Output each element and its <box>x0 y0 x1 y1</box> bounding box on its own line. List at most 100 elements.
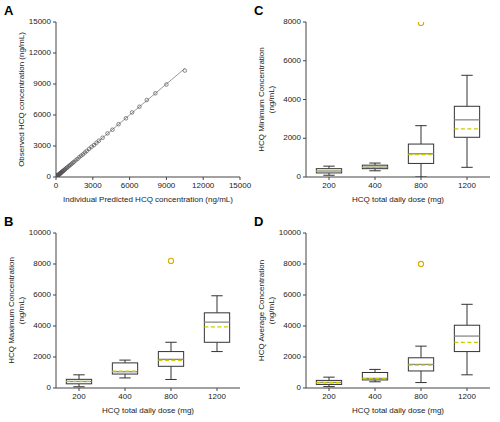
median-line <box>158 359 183 360</box>
box <box>408 358 433 371</box>
x-tick-label: 200 <box>322 181 336 190</box>
y-tick-label: 8000 <box>33 259 51 268</box>
whisker-cap-high <box>415 125 426 126</box>
mean-line <box>408 364 433 365</box>
y-tick-label: 6000 <box>33 110 51 119</box>
median-line <box>454 119 479 120</box>
whisker-cap-low <box>461 374 472 375</box>
median-line <box>454 335 479 336</box>
whisker-high <box>421 126 422 144</box>
whisker-high <box>467 75 468 106</box>
median-line <box>66 381 91 382</box>
x-tick-label: 3000 <box>84 181 102 190</box>
whisker-low <box>171 366 172 379</box>
whisker-cap-high <box>369 369 380 370</box>
y-tick-label: 6000 <box>283 56 301 65</box>
x-tick-label: 1200 <box>208 392 226 401</box>
y-tick-label: 10000 <box>279 228 302 237</box>
scatter-point <box>165 83 169 87</box>
box <box>66 379 91 383</box>
scatter-point <box>183 69 187 73</box>
y-tick-label: 0 <box>47 172 52 181</box>
scatter-point <box>106 132 110 136</box>
x-tick-label: 800 <box>414 392 428 401</box>
x-tick-label: 1200 <box>458 392 476 401</box>
mean-line <box>204 326 229 327</box>
box <box>454 325 479 351</box>
mean-line <box>408 154 433 155</box>
median-line <box>112 371 137 372</box>
box <box>316 380 341 384</box>
y-axis-label: Observed HCQ concentration (ng/mL) <box>17 32 26 167</box>
y-tick-label: 0 <box>297 383 302 392</box>
mean-line <box>362 167 387 168</box>
y-tick-label: 10000 <box>29 228 52 237</box>
whisker-low <box>467 137 468 167</box>
whisker-low <box>421 163 422 177</box>
plot-area <box>316 261 479 386</box>
scatter-point <box>111 128 115 132</box>
median-line <box>408 364 433 365</box>
x-tick-label: 200 <box>322 392 336 401</box>
outlier <box>418 261 423 266</box>
mean-line <box>454 128 479 129</box>
panel-title: C <box>254 3 264 18</box>
x-axis-label: HCQ total daily dose (mg) <box>352 406 444 415</box>
x-tick-label: 400 <box>118 392 132 401</box>
y-tick-label: 4000 <box>283 95 301 104</box>
mean-line <box>454 342 479 343</box>
whisker-cap-high <box>165 342 176 343</box>
y-axis <box>306 22 307 177</box>
scatter-point <box>124 117 128 121</box>
x-tick-label: 0 <box>54 181 59 190</box>
x-tick-label: 6000 <box>121 181 139 190</box>
whisker-low <box>467 352 468 375</box>
mean-line <box>158 360 183 361</box>
x-tick-label: 400 <box>368 181 382 190</box>
panel-title: A <box>4 3 14 18</box>
whisker-cap-low <box>323 175 334 176</box>
mean-line <box>316 382 341 383</box>
box <box>362 373 387 380</box>
x-tick-label: 9000 <box>158 181 176 190</box>
x-tick-label: 200 <box>72 392 86 401</box>
y-axis <box>306 233 307 388</box>
whisker-cap-high <box>415 346 426 347</box>
mean-line <box>316 171 341 172</box>
scatter-point <box>87 147 91 151</box>
x-tick-label: 800 <box>414 181 428 190</box>
box <box>362 165 387 168</box>
whisker-cap-low <box>369 170 380 171</box>
whisker-low <box>421 371 422 383</box>
y-tick-label: 8000 <box>283 259 301 268</box>
median-line <box>408 153 433 154</box>
box <box>158 352 183 367</box>
median-line <box>316 170 341 171</box>
x-axis <box>56 388 240 389</box>
whisker-cap-high <box>461 75 472 76</box>
plot-area <box>316 22 479 177</box>
y-axis-label-line: (ng/mL) <box>267 296 276 324</box>
x-axis <box>306 177 490 178</box>
x-axis <box>56 177 240 178</box>
x-tick-label: 12000 <box>192 181 215 190</box>
y-tick-label: 4000 <box>33 321 51 330</box>
y-axis-label-line: HCQ Average Concentration <box>257 260 266 361</box>
whisker-cap-low <box>415 382 426 383</box>
whisker-high <box>171 342 172 351</box>
whisker-cap-low <box>211 351 222 352</box>
y-axis-label: HCQ Minimum Concentration(ng/mL) <box>257 47 276 151</box>
scatter-point <box>154 92 158 96</box>
y-axis <box>56 233 57 388</box>
chart: 0300060009000120001500003000600090001200… <box>0 0 500 422</box>
whisker-cap-high <box>461 304 472 305</box>
whisker-cap-low <box>73 386 84 387</box>
y-tick-label: 2000 <box>283 352 301 361</box>
plot-area <box>56 69 187 178</box>
outlier <box>418 22 423 26</box>
median-line <box>316 382 341 383</box>
y-tick-label: 6000 <box>283 290 301 299</box>
mean-line <box>112 371 137 372</box>
y-axis-label: HCQ Average Concentration(ng/mL) <box>257 260 276 361</box>
median-line <box>362 378 387 379</box>
